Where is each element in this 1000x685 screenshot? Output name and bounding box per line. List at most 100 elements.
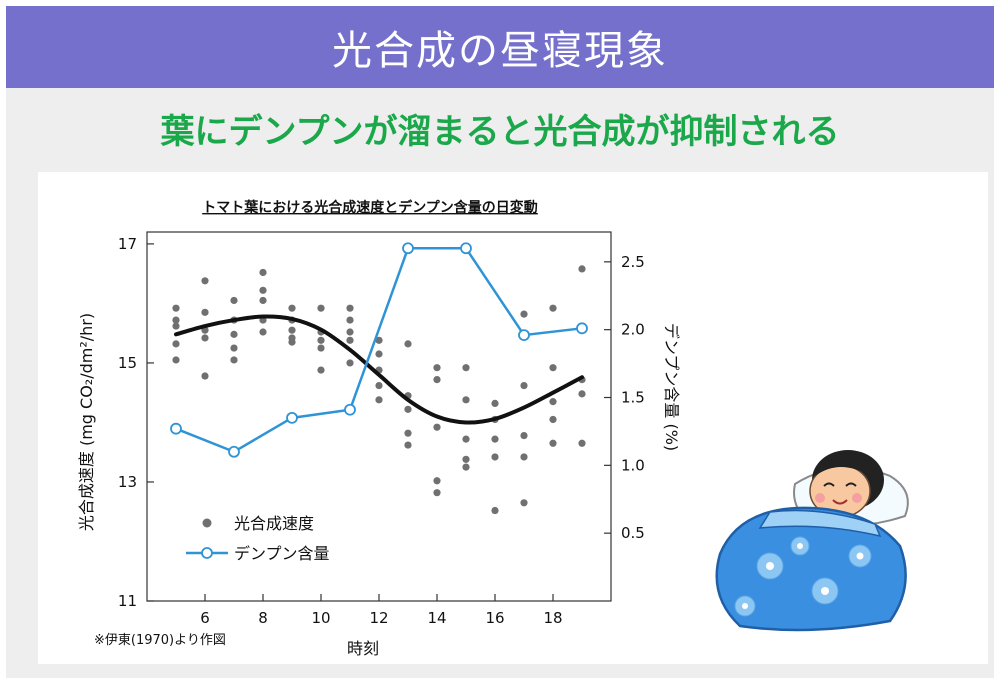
chart-marks xyxy=(170,242,588,515)
photosynthesis-point xyxy=(375,396,383,404)
photosynthesis-point xyxy=(172,316,180,324)
photosynthesis-point xyxy=(346,359,354,367)
sleeping-person-icon xyxy=(715,450,909,632)
photosynthesis-chart: トマト葉における光合成速度とデンプン含量の日変動 6 8 10 12 14 16 18 11 1… xyxy=(77,199,681,658)
photosynthesis-point xyxy=(201,334,209,342)
photosynthesis-point xyxy=(201,372,209,380)
photosynthesis-point xyxy=(404,340,412,348)
starch-content-point xyxy=(518,329,530,342)
photosynthesis-point xyxy=(520,381,528,390)
chart-legend: 光合成速度 デンプン含量 xyxy=(186,514,330,563)
photosynthesis-point xyxy=(375,336,383,344)
x-axis-label: 時刻 xyxy=(347,639,379,658)
legend-marker-starch xyxy=(201,547,213,559)
starch-content-point xyxy=(576,322,588,335)
starch-content-point xyxy=(286,411,298,424)
photosynthesis-point xyxy=(230,356,238,364)
y-tick-label-right: 2.5 xyxy=(621,253,645,271)
y-tick-label-left: 11 xyxy=(118,592,137,610)
photosynthesis-point xyxy=(433,423,441,431)
y-tick-label-left: 17 xyxy=(118,235,137,253)
photosynthesis-point xyxy=(375,350,383,358)
photosynthesis-trend-line xyxy=(174,314,584,425)
photosynthesis-point xyxy=(230,344,238,352)
y-tick-label-right: 0.5 xyxy=(621,524,645,542)
photosynthesis-point xyxy=(520,310,528,318)
photosynthesis-point xyxy=(375,381,383,390)
photosynthesis-point xyxy=(346,328,354,336)
photosynthesis-point xyxy=(578,390,586,398)
photosynthesis-point xyxy=(491,435,499,443)
photosynthesis-point xyxy=(433,376,441,384)
photosynthesis-point xyxy=(346,336,354,344)
photosynthesis-point xyxy=(346,316,354,324)
photosynthesis-point xyxy=(259,268,267,277)
x-tick-label: 12 xyxy=(369,609,388,627)
photosynthesis-point xyxy=(404,429,412,437)
photosynthesis-point xyxy=(288,338,296,346)
photosynthesis-point xyxy=(462,435,470,443)
x-tick-label: 14 xyxy=(427,609,446,627)
photosynthesis-point xyxy=(404,441,412,449)
photosynthesis-point xyxy=(172,304,180,312)
y-tick-label-right: 1.0 xyxy=(621,456,645,474)
plot-frame xyxy=(146,231,612,602)
photosynthesis-point xyxy=(288,304,296,312)
legend-marker-photosynthesis xyxy=(202,518,212,528)
photosynthesis-point xyxy=(520,499,528,507)
photosynthesis-point xyxy=(491,399,499,408)
photosynthesis-point xyxy=(462,396,470,404)
photosynthesis-point xyxy=(578,439,586,447)
chart-axes: 6 8 10 12 14 16 18 11 13 15 17 0.5 1.0 1.5 2.0 2.5 xyxy=(118,231,645,627)
photosynthesis-point xyxy=(259,328,267,336)
photosynthesis-point xyxy=(462,455,470,463)
photosynthesis-point xyxy=(346,304,354,312)
starch-content-point xyxy=(170,422,182,435)
y-tick-label-right: 2.0 xyxy=(621,321,645,339)
photosynthesis-point xyxy=(433,489,441,497)
x-tick-label: 6 xyxy=(200,609,210,627)
y-axis-label-left: 光合成速度 (mg CO₂/dm²/hr) xyxy=(77,313,96,531)
photosynthesis-point xyxy=(259,296,267,305)
starch-content-point xyxy=(460,242,472,255)
x-tick-label: 18 xyxy=(543,609,562,627)
x-tick-label: 10 xyxy=(311,609,330,627)
starch-content-point xyxy=(344,403,356,416)
photosynthesis-point xyxy=(230,330,238,338)
photosynthesis-point xyxy=(404,405,412,413)
photosynthesis-point xyxy=(549,415,557,424)
photosynthesis-point xyxy=(201,277,209,285)
page-title-banner: 光合成の昼寝現象 xyxy=(6,6,994,88)
photosynthesis-point xyxy=(317,336,325,344)
photosynthesis-point xyxy=(288,326,296,334)
photosynthesis-point xyxy=(317,366,325,374)
starch-content-point xyxy=(228,445,240,458)
source-note: ※伊東(1970)より作図 xyxy=(94,632,226,648)
photosynthesis-point xyxy=(201,308,209,316)
photosynthesis-point xyxy=(230,296,238,305)
legend-label-starch: デンプン含量 xyxy=(234,544,330,563)
y-tick-label-left: 15 xyxy=(118,354,137,372)
photosynthesis-point xyxy=(520,431,528,440)
photosynthesis-point xyxy=(433,364,441,372)
photosynthesis-point xyxy=(491,453,499,461)
subtitle: 葉にデンプンが溜まると光合成が抑制される xyxy=(160,112,840,152)
photosynthesis-point xyxy=(317,304,325,312)
photosynthesis-point xyxy=(172,340,180,348)
photosynthesis-point xyxy=(520,453,528,461)
photosynthesis-point xyxy=(462,463,470,471)
photosynthesis-point xyxy=(317,344,325,352)
photosynthesis-point xyxy=(549,364,557,372)
photosynthesis-point xyxy=(549,439,557,447)
y-axis-label-right: デンプン含量 (%) xyxy=(662,323,681,451)
photosynthesis-point xyxy=(172,322,180,330)
x-tick-label: 16 xyxy=(485,609,504,627)
photosynthesis-point xyxy=(491,506,499,515)
y-tick-label-right: 1.5 xyxy=(621,389,645,407)
photosynthesis-point xyxy=(462,364,470,372)
legend-label-photosynthesis: 光合成速度 xyxy=(234,514,314,533)
y-tick-label-left: 13 xyxy=(118,473,137,491)
photosynthesis-point xyxy=(549,398,557,406)
starch-content-line xyxy=(175,247,583,454)
